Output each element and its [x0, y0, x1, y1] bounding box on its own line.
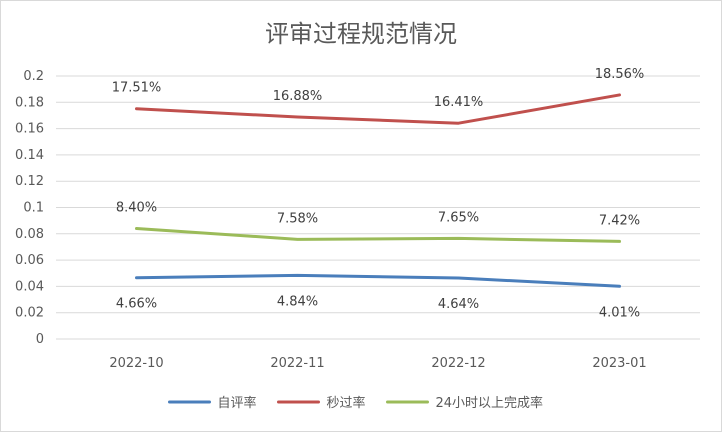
y-tick-label: 0.2	[23, 69, 44, 84]
y-tick-label: 0.02	[15, 306, 44, 321]
y-tick-label: 0.16	[15, 122, 44, 137]
legend-label: 自评率	[218, 395, 257, 411]
series-lines	[135, 93, 621, 288]
x-tick-label: 2023-01	[592, 356, 646, 371]
legend-label: 秒过率	[327, 395, 366, 411]
data-label: 4.01%	[599, 305, 640, 320]
x-tick-label: 2022-10	[109, 356, 163, 371]
y-tick-label: 0	[36, 332, 44, 347]
data-label: 7.65%	[438, 210, 479, 225]
axes: 0 0.02 0.04 0.06 0.08 0.1 0.12 0.14 0.16 0.18 0.2 2…	[15, 69, 700, 371]
chart-title: 评审过程规范情况	[265, 20, 457, 48]
y-tick-label: 0.08	[15, 227, 44, 242]
data-label: 7.58%	[277, 211, 318, 226]
series-line-3	[135, 227, 621, 243]
data-label: 8.40%	[116, 201, 157, 216]
y-tick-label: 0.12	[15, 174, 44, 189]
data-label: 4.64%	[438, 297, 479, 312]
y-tick-label: 0.04	[15, 279, 44, 294]
data-label: 16.41%	[434, 95, 484, 110]
data-label: 16.88%	[273, 89, 323, 104]
data-label: 7.42%	[599, 213, 640, 228]
y-tick-label: 0.14	[15, 148, 44, 163]
gridlines	[56, 75, 700, 314]
series-line-1	[135, 273, 621, 288]
y-tick-label: 0.06	[15, 253, 44, 268]
legend: 自评率 秒过率 24小时以上完成率	[168, 395, 544, 411]
y-tick-label: 0.18	[15, 95, 44, 110]
y-tick-label: 0.1	[23, 201, 44, 216]
x-tick-label: 2022-12	[431, 356, 485, 371]
data-label: 17.51%	[112, 81, 162, 96]
data-labels: 4.66% 4.84% 4.64% 4.01% 17.51% 16.88% 16.41% 18…	[112, 67, 645, 320]
x-tick-label: 2022-11	[270, 356, 324, 371]
legend-label: 24小时以上完成率	[436, 395, 544, 411]
series-line-2	[135, 93, 621, 125]
data-label: 4.66%	[116, 297, 157, 312]
data-label: 18.56%	[595, 67, 645, 82]
data-label: 4.84%	[277, 294, 318, 309]
